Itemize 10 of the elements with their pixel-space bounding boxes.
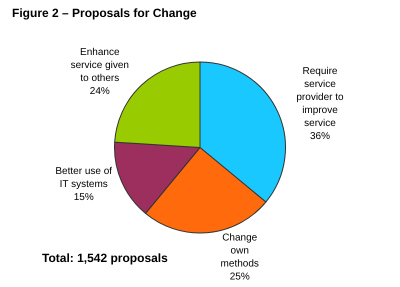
text: Total: 1,542 proposals (42, 251, 168, 265)
slice-label: Enhance service given to others (70, 46, 129, 84)
slice-label: Require service provider to improve service (296, 66, 344, 130)
slice-label: Better use of IT systems (55, 166, 112, 190)
data-label: 36% (310, 131, 330, 142)
data-label: 15% (74, 192, 94, 203)
chart-title: Figure 2 – Proposals for Change (12, 6, 198, 20)
data-label: 25% (230, 271, 250, 282)
data-label: 24% (90, 86, 110, 97)
slice-label: Change own methods (220, 232, 259, 270)
